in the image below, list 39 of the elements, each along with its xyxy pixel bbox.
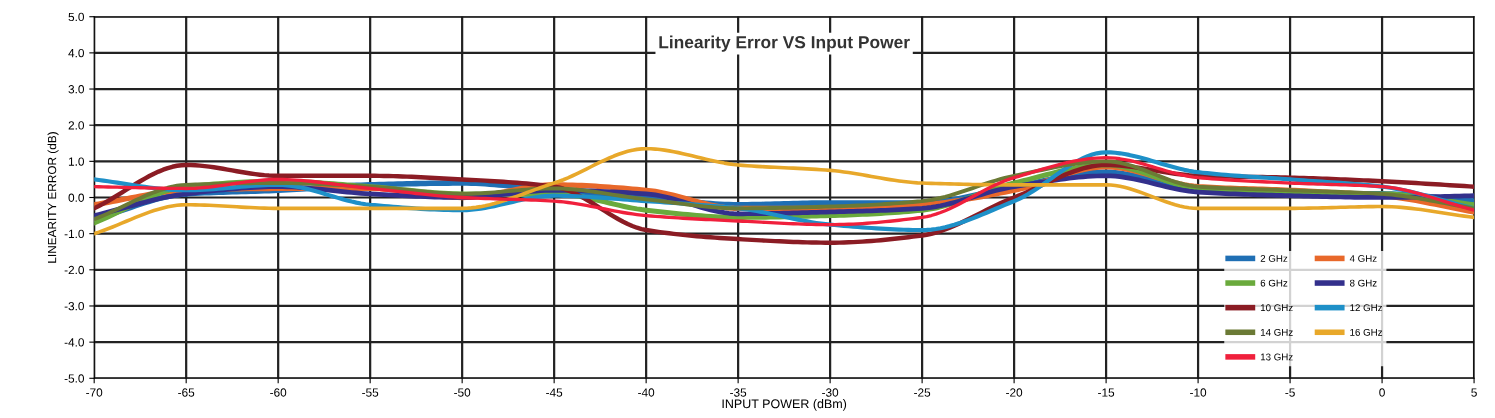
- legend-label: 12 GHz: [1350, 304, 1383, 312]
- legend-label: 16 GHz: [1350, 328, 1383, 336]
- x-tick-label: -45: [546, 388, 563, 397]
- y-tick-label: -3.0: [64, 302, 84, 311]
- legend-label: 6 GHz: [1260, 279, 1288, 287]
- y-tick-label: 2.0: [68, 121, 84, 130]
- legend-label: 10 GHz: [1260, 304, 1293, 312]
- legend-label: 13 GHz: [1260, 353, 1293, 361]
- x-axis-title: INPUT POWER (dBm): [722, 399, 847, 411]
- x-tick-label: -15: [1098, 388, 1115, 397]
- x-tick-label: -55: [362, 388, 379, 397]
- legend-label: 4 GHz: [1349, 255, 1377, 262]
- x-tick-label: -40: [638, 388, 655, 397]
- y-tick-label: -4.0: [64, 338, 84, 347]
- x-tick-label: -20: [1006, 388, 1023, 397]
- y-tick-label: 0.0: [68, 193, 84, 202]
- x-tick-label: -60: [270, 388, 287, 397]
- x-tick-label: -35: [730, 388, 747, 397]
- legend-label: 2 GHz: [1260, 255, 1288, 262]
- x-tick-label: -10: [1190, 388, 1207, 397]
- text: Linearity Error VS Input Power: [659, 35, 910, 52]
- y-tick-label: -5.0: [64, 374, 84, 383]
- x-tick-label: -25: [914, 388, 931, 397]
- x-tick-label: -65: [178, 388, 195, 397]
- x-tick-label: 5: [1471, 388, 1477, 397]
- y-tick-label: 3.0: [68, 85, 84, 94]
- legend-label: 14 GHz: [1260, 328, 1293, 336]
- x-tick-label: -5: [1285, 388, 1295, 397]
- x-tick-label: -30: [822, 388, 839, 397]
- y-tick-label: 4.0: [68, 48, 84, 58]
- y-tick-label: -1.0: [64, 229, 84, 239]
- y-tick-label: 1.0: [68, 157, 84, 166]
- x-tick-label: 0: [1379, 388, 1385, 397]
- x-tick-label: -50: [454, 388, 471, 397]
- y-tick-label: 5.0: [68, 12, 84, 22]
- x-tick-label: -70: [86, 388, 103, 397]
- y-tick-label: -2.0: [64, 265, 84, 275]
- legend-label: 8 GHz: [1349, 279, 1377, 287]
- y-axis-title: LINEARITY ERROR (dB): [47, 132, 59, 263]
